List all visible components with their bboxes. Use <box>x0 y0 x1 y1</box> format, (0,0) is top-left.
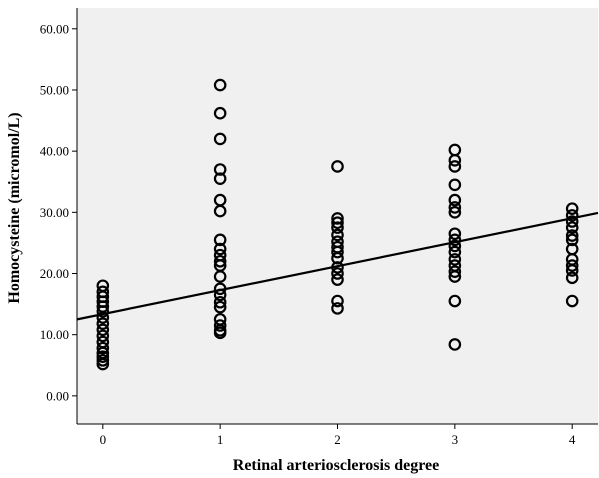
data-point <box>213 282 227 296</box>
data-point <box>331 216 344 230</box>
data-point <box>448 265 462 278</box>
y-tick-label: 50.00 <box>40 82 69 97</box>
data-point <box>565 259 579 272</box>
y-tick-label: 40.00 <box>40 144 69 159</box>
y-tick-label: 10.00 <box>40 327 69 342</box>
x-tick-label: 2 <box>334 432 341 447</box>
data-point <box>96 329 110 343</box>
data-point <box>213 78 227 92</box>
data-point <box>331 221 344 234</box>
data-point <box>331 160 344 173</box>
data-point <box>213 295 227 309</box>
data-point <box>213 204 227 218</box>
data-point <box>448 245 462 259</box>
data-point <box>448 206 462 219</box>
y-tick-label: 0.00 <box>46 388 69 403</box>
data-point <box>448 338 462 351</box>
data-point <box>448 239 462 253</box>
data-point <box>565 233 579 247</box>
data-point <box>213 288 227 302</box>
y-tick-label: 60.00 <box>40 21 69 36</box>
data-point <box>96 350 110 364</box>
data-point <box>213 300 227 314</box>
data-point <box>448 253 462 266</box>
x-tick-label: 3 <box>452 432 459 447</box>
data-point <box>565 209 579 222</box>
data-point <box>331 245 344 259</box>
y-tick-label: 20.00 <box>40 266 69 281</box>
data-point <box>331 302 344 315</box>
data-point <box>213 172 227 185</box>
data-point <box>96 311 110 324</box>
data-point <box>448 270 462 283</box>
data-point <box>331 294 344 308</box>
regression-line <box>76 211 599 321</box>
data-point <box>213 254 227 268</box>
data-point <box>331 251 344 265</box>
data-point <box>448 294 462 308</box>
x-tick-label: 1 <box>217 432 224 447</box>
y-axis-title: Homocysteine (micromol/L) <box>6 112 23 303</box>
data-point <box>565 271 579 285</box>
data-point <box>565 202 579 215</box>
data-point <box>96 317 110 330</box>
data-point <box>448 193 462 207</box>
data-point <box>213 106 227 120</box>
data-point <box>96 323 110 337</box>
data-point <box>448 227 462 241</box>
y-tick-label: 30.00 <box>40 205 69 220</box>
data-point <box>448 160 462 173</box>
data-point <box>565 221 579 234</box>
data-point <box>96 354 110 367</box>
data-point <box>96 305 110 318</box>
x-tick-label: 0 <box>100 432 107 447</box>
x-tick-label: 4 <box>569 432 576 447</box>
data-point <box>565 229 579 242</box>
data-point <box>213 270 227 283</box>
data-point <box>213 326 227 340</box>
data-point <box>213 319 227 332</box>
data-point <box>213 242 227 256</box>
data-point <box>213 163 227 176</box>
data-point <box>448 154 462 167</box>
data-point <box>331 273 344 286</box>
regression-line-layer <box>76 211 599 321</box>
x-axis-title: Retinal arteriosclerosis degree <box>233 457 439 474</box>
data-point <box>448 233 462 247</box>
data-points-layer <box>96 78 579 371</box>
data-point <box>331 267 344 280</box>
data-point <box>331 212 344 225</box>
data-point <box>565 294 579 308</box>
data-point <box>331 261 344 274</box>
data-point <box>448 201 462 214</box>
data-point <box>96 357 110 371</box>
data-point <box>565 215 579 228</box>
plot-area <box>77 8 598 424</box>
data-point <box>213 132 227 146</box>
data-point <box>96 341 110 355</box>
data-point <box>448 178 462 192</box>
data-point <box>331 228 344 242</box>
data-point <box>213 233 227 247</box>
data-point <box>565 264 579 277</box>
